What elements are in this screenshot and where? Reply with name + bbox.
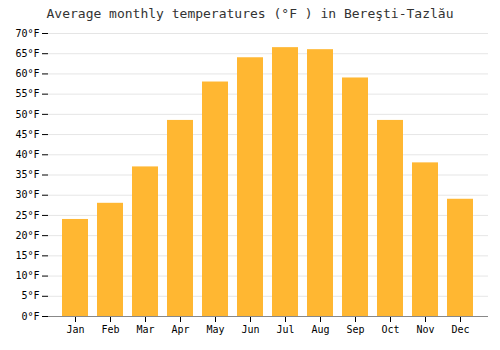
svg-text:5°F: 5°F xyxy=(21,290,39,301)
svg-text:60°F: 60°F xyxy=(15,68,39,79)
svg-text:Apr: Apr xyxy=(171,324,189,335)
svg-text:0°F: 0°F xyxy=(21,311,39,322)
html-text:Average monthly temperatures (: Average monthly temperatures (°F ) in Be… xyxy=(46,6,454,21)
svg-text:Nov: Nov xyxy=(416,324,434,335)
svg-text:Jul: Jul xyxy=(276,324,294,335)
svg-text:May: May xyxy=(206,324,224,335)
svg-text:40°F: 40°F xyxy=(15,149,39,160)
svg-text:Jan: Jan xyxy=(66,324,84,335)
svg-text:55°F: 55°F xyxy=(15,88,39,99)
svg-text:50°F: 50°F xyxy=(15,109,39,120)
svg-text:Mar: Mar xyxy=(136,324,154,335)
svg-text:30°F: 30°F xyxy=(15,189,39,200)
svg-text:Oct: Oct xyxy=(381,324,399,335)
svg-text:10°F: 10°F xyxy=(15,270,39,281)
svg-text:Feb: Feb xyxy=(101,324,119,335)
svg-text:Sep: Sep xyxy=(346,324,364,335)
svg-text:Aug: Aug xyxy=(311,324,329,335)
svg-text:Jun: Jun xyxy=(241,324,259,335)
svg-text:15°F: 15°F xyxy=(15,250,39,261)
svg-text:35°F: 35°F xyxy=(15,169,39,180)
svg-text:45°F: 45°F xyxy=(15,129,39,140)
svg-text:25°F: 25°F xyxy=(15,210,39,221)
svg-text:20°F: 20°F xyxy=(15,230,39,241)
svg-text:Dec: Dec xyxy=(451,324,469,335)
svg-text:65°F: 65°F xyxy=(15,48,39,59)
svg-text:70°F: 70°F xyxy=(15,28,39,39)
